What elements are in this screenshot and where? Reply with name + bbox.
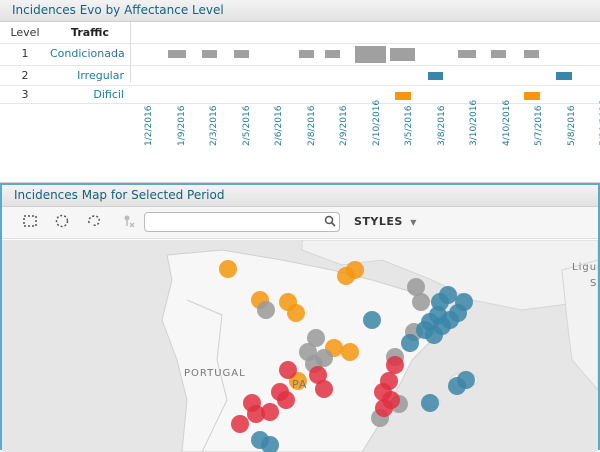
search-icon[interactable]: [324, 215, 336, 230]
row-divider: [0, 85, 600, 86]
incidence-marker-red: [315, 380, 333, 398]
incidence-marker-dificil: [219, 260, 237, 278]
date-axis-label: 3/8/2016: [436, 105, 447, 146]
incidence-marker-red: [279, 361, 297, 379]
bar-condicionada[interactable]: [491, 50, 506, 58]
bar-condicionada[interactable]: [390, 48, 415, 61]
bar-dificil[interactable]: [524, 92, 540, 100]
bar-condicionada[interactable]: [325, 50, 340, 58]
bar-condicionada[interactable]: [355, 46, 386, 63]
incidence-marker-red: [231, 415, 249, 433]
incidence-marker-condicionada: [407, 278, 425, 296]
map-label-liguria-sub: S: [590, 278, 598, 289]
clear-pin-icon[interactable]: [118, 213, 138, 233]
row-level-3: 3: [21, 88, 29, 101]
bar-condicionada[interactable]: [202, 50, 217, 58]
date-axis-label: 2/10/2016: [371, 99, 382, 146]
chevron-down-icon: ▼: [410, 218, 417, 227]
bar-condicionada[interactable]: [168, 50, 186, 58]
incidence-marker-dificil: [346, 261, 364, 279]
column-divider: [130, 22, 131, 82]
date-axis-label: 1/9/2016: [176, 105, 187, 146]
date-axis-label: 2/8/2016: [306, 105, 317, 146]
date-axis-label: 2/6/2016: [274, 105, 284, 146]
styles-label: STYLES: [354, 215, 403, 228]
map-label-spain: PA: [292, 378, 308, 391]
row-traffic-condicionada[interactable]: Condicionada: [50, 47, 125, 60]
incidence-marker-red: [386, 356, 404, 374]
affectance-panel: Incidences Evo by Affectance Level Level…: [0, 0, 600, 183]
incidence-marker-red: [261, 403, 279, 421]
incidence-marker-red: [309, 366, 327, 384]
map-toolbar: STYLES ▼: [2, 207, 598, 239]
circle-select-icon[interactable]: [52, 213, 72, 233]
row-traffic-irregular[interactable]: Irregular: [77, 69, 124, 82]
row-traffic-dificil[interactable]: Dificil: [93, 88, 124, 101]
map-label-liguria: Ligur: [572, 262, 598, 273]
incidence-marker-irregular: [261, 436, 279, 452]
affectance-panel-title: Incidences Evo by Affectance Level: [0, 0, 600, 22]
date-axis-label: 1/2/2016: [144, 105, 154, 146]
bar-condicionada[interactable]: [234, 50, 249, 58]
date-axis-label: 3/10/2016: [469, 99, 479, 146]
date-axis-label: 2/9/2016: [339, 105, 349, 146]
date-axis-label: 3/5/2016: [404, 105, 414, 146]
rectangle-select-icon[interactable]: [20, 213, 40, 233]
incidence-marker-condicionada: [307, 329, 325, 347]
incidence-marker-irregular: [421, 313, 439, 331]
bar-dificil[interactable]: [395, 92, 411, 100]
bar-irregular[interactable]: [556, 72, 572, 80]
map-panel-title: Incidences Map for Selected Period: [2, 185, 598, 207]
incidence-marker-red: [277, 391, 295, 409]
bar-condicionada[interactable]: [524, 50, 539, 58]
incidence-marker-dificil: [287, 304, 305, 322]
incidence-marker-irregular: [439, 286, 457, 304]
incidence-marker-irregular: [401, 334, 419, 352]
incidence-marker-irregular: [421, 394, 439, 412]
map-panel: Incidences Map for Selected Period STYLE…: [0, 183, 600, 452]
date-axis-label: 2/3/2016: [209, 105, 219, 146]
bar-irregular[interactable]: [428, 72, 443, 80]
styles-dropdown[interactable]: STYLES ▼: [354, 215, 417, 228]
incidence-marker-irregular: [363, 311, 381, 329]
column-header-traffic[interactable]: Traffic: [71, 26, 109, 39]
row-divider: [0, 43, 600, 44]
date-axis-label: 5/8/2016: [566, 105, 577, 146]
date-axis-label: 2/5/2016: [241, 105, 252, 146]
incidences-map[interactable]: PORTUGAL PA Ligur S: [2, 240, 598, 452]
row-divider: [0, 65, 600, 66]
incidence-marker-condicionada: [412, 293, 430, 311]
column-header-level[interactable]: Level: [10, 26, 40, 39]
map-search-input[interactable]: [144, 212, 340, 232]
incidence-marker-irregular: [455, 293, 473, 311]
row-level-1: 1: [21, 47, 29, 60]
row-divider: [0, 103, 600, 104]
bar-condicionada[interactable]: [458, 50, 476, 58]
row-level-2: 2: [21, 69, 29, 82]
incidence-marker-irregular: [448, 377, 466, 395]
bar-condicionada[interactable]: [299, 50, 314, 58]
date-axis-label: 4/10/2016: [501, 99, 512, 146]
incidence-marker-condicionada: [257, 301, 275, 319]
incidence-marker-red: [375, 399, 393, 417]
incidence-marker-red: [247, 405, 265, 423]
map-label-portugal: PORTUGAL: [184, 368, 246, 379]
date-axis-label: 5/7/2016: [534, 105, 544, 146]
lasso-select-icon[interactable]: [84, 213, 104, 233]
incidence-points[interactable]: [219, 260, 475, 452]
incidence-marker-dificil: [341, 343, 359, 361]
